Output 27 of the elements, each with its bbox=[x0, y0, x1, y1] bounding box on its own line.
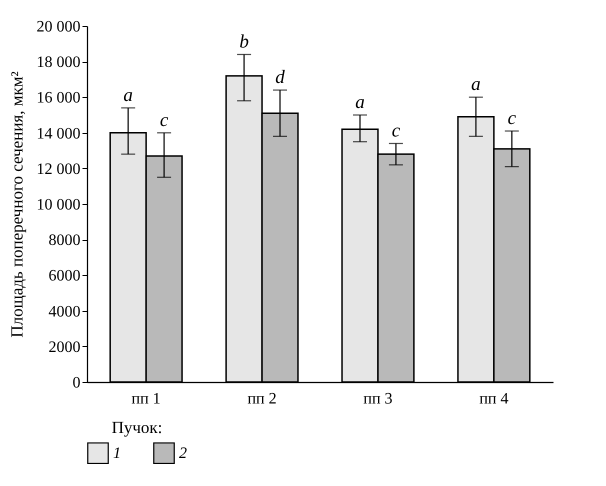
legend-label: 1 bbox=[113, 445, 121, 462]
annotation: a bbox=[471, 74, 481, 96]
y-tick-label: 6000 bbox=[48, 268, 80, 285]
legend-label: 2 bbox=[179, 445, 187, 462]
x-tick-label: пп 4 bbox=[479, 390, 508, 408]
annotation: c bbox=[160, 110, 169, 131]
annotation: a bbox=[355, 92, 365, 113]
annotation: d bbox=[275, 67, 286, 88]
y-tick-label: 14 000 bbox=[36, 125, 80, 142]
x-tick-label: пп 2 bbox=[247, 390, 277, 408]
annotation: b bbox=[239, 31, 249, 52]
annotation: c bbox=[508, 108, 517, 130]
y-tick-label: 18 000 bbox=[36, 54, 80, 72]
y-tick-label: 16 000 bbox=[36, 90, 80, 107]
x-tick-label: пп 3 bbox=[363, 390, 393, 408]
y-tick-label: 8000 bbox=[48, 232, 80, 250]
y-tick-label: 12 000 bbox=[36, 160, 80, 178]
y-axis-title: Площадь поперечного сечения, мкм² bbox=[8, 71, 26, 338]
legend-title: Пучок: bbox=[112, 418, 162, 437]
y-tick-label: 2000 bbox=[48, 338, 80, 356]
y-tick-label: 20 000 bbox=[36, 18, 80, 36]
y-tick-label: 10 000 bbox=[36, 196, 80, 214]
x-tick-label: пп 1 bbox=[132, 390, 161, 408]
annotation: a bbox=[123, 84, 133, 106]
y-tick-label: 0 bbox=[72, 374, 80, 392]
annotation: c bbox=[392, 120, 401, 142]
y-tick-label: 4000 bbox=[48, 303, 80, 320]
